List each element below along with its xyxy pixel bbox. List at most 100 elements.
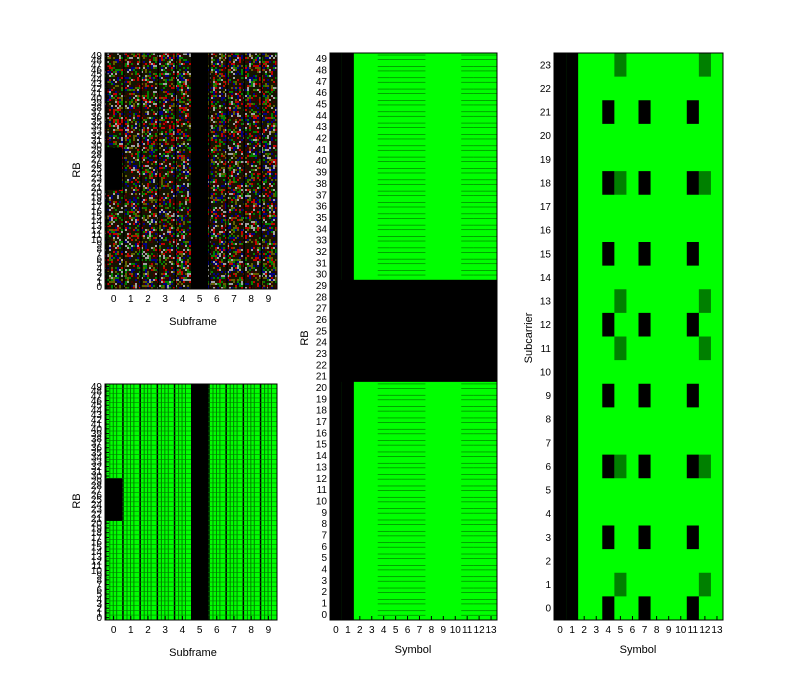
noise-cell <box>183 95 185 97</box>
noise-cell <box>231 81 233 83</box>
noise-cell <box>145 85 147 87</box>
noise-cell <box>153 191 155 193</box>
noise-cell <box>127 163 129 165</box>
noise-cell <box>127 143 129 145</box>
noise-cell <box>251 211 253 213</box>
noise-cell <box>213 107 215 109</box>
noise-cell <box>133 141 135 143</box>
noise-cell <box>251 99 253 101</box>
noise-cell <box>159 211 161 213</box>
noise-cell <box>155 65 157 67</box>
noise-cell <box>231 91 233 93</box>
noise-cell <box>115 209 117 211</box>
noise-cell <box>213 223 215 225</box>
noise-cell <box>167 281 169 283</box>
noise-cell <box>225 125 227 127</box>
noise-cell <box>145 273 147 275</box>
noise-cell <box>129 135 131 137</box>
noise-cell <box>159 113 161 115</box>
noise-cell <box>171 263 173 265</box>
noise-cell <box>125 141 127 143</box>
noise-cell <box>225 113 227 115</box>
noise-cell <box>189 215 191 217</box>
noise-cell <box>139 257 141 259</box>
noise-cell <box>221 173 223 175</box>
noise-cell <box>135 87 137 89</box>
noise-cell <box>217 287 219 289</box>
noise-cell <box>141 201 143 203</box>
noise-cell <box>113 237 115 239</box>
noise-cell <box>169 73 171 75</box>
noise-cell <box>239 145 241 147</box>
noise-cell <box>149 183 151 185</box>
noise-cell <box>163 77 165 79</box>
noise-cell <box>179 179 181 181</box>
noise-cell <box>137 247 139 249</box>
noise-cell <box>241 217 243 219</box>
noise-cell <box>231 111 233 113</box>
noise-cell <box>217 255 219 257</box>
noise-cell <box>233 263 235 265</box>
noise-cell <box>109 65 111 67</box>
noise-cell <box>149 223 151 225</box>
noise-cell <box>247 251 249 253</box>
noise-cell <box>213 189 215 191</box>
noise-cell <box>165 219 167 221</box>
noise-cell <box>179 83 181 85</box>
noise-cell <box>189 209 191 211</box>
noise-cell <box>211 101 213 103</box>
noise-cell <box>173 227 175 229</box>
noise-cell <box>181 251 183 253</box>
noise-cell <box>127 185 129 187</box>
noise-cell <box>125 255 127 257</box>
noise-cell <box>165 257 167 259</box>
noise-cell <box>153 59 155 61</box>
noise-cell <box>177 73 179 75</box>
noise-cell <box>131 217 133 219</box>
noise-cell <box>177 219 179 221</box>
noise-cell <box>117 123 119 125</box>
noise-cell <box>179 53 181 55</box>
noise-cell <box>247 201 249 203</box>
noise-cell <box>241 163 243 165</box>
noise-cell <box>187 209 189 211</box>
noise-cell <box>109 81 111 83</box>
noise-cell <box>247 53 249 55</box>
noise-cell <box>161 143 163 145</box>
noise-cell <box>187 67 189 69</box>
noise-cell <box>145 283 147 285</box>
noise-cell <box>237 175 239 177</box>
noise-cell <box>247 199 249 201</box>
noise-cell <box>169 251 171 253</box>
noise-cell <box>133 167 135 169</box>
noise-cell <box>227 237 229 239</box>
noise-cell <box>109 89 111 91</box>
noise-cell <box>165 185 167 187</box>
noise-cell <box>147 271 149 273</box>
noise-cell <box>147 275 149 277</box>
noise-cell <box>245 133 247 135</box>
noise-cell <box>137 237 139 239</box>
plot-area <box>105 53 277 289</box>
noise-cell <box>153 219 155 221</box>
noise-cell <box>245 173 247 175</box>
noise-cell <box>161 57 163 59</box>
noise-cell <box>227 211 229 213</box>
noise-cell <box>139 153 141 155</box>
noise-cell <box>189 105 191 107</box>
noise-cell <box>151 195 153 197</box>
noise-cell <box>181 137 183 139</box>
noise-cell <box>233 153 235 155</box>
noise-cell <box>239 89 241 91</box>
noise-cell <box>245 205 247 207</box>
noise-cell <box>147 127 149 129</box>
noise-cell <box>239 161 241 163</box>
noise-cell <box>143 155 145 157</box>
noise-cell <box>163 139 165 141</box>
noise-cell <box>237 271 239 273</box>
noise-cell <box>169 157 171 159</box>
noise-cell <box>163 223 165 225</box>
noise-cell <box>149 137 151 139</box>
noise-cell <box>255 79 257 81</box>
noise-cell <box>117 119 119 121</box>
